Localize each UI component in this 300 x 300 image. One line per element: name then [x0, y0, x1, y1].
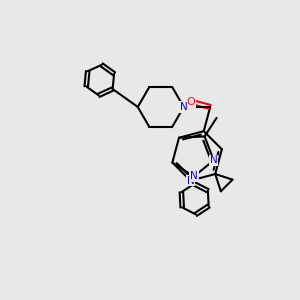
Text: N: N	[187, 176, 194, 186]
Text: N: N	[190, 172, 198, 182]
Text: N: N	[210, 155, 218, 165]
Text: N: N	[180, 102, 188, 112]
Text: O: O	[186, 97, 195, 106]
